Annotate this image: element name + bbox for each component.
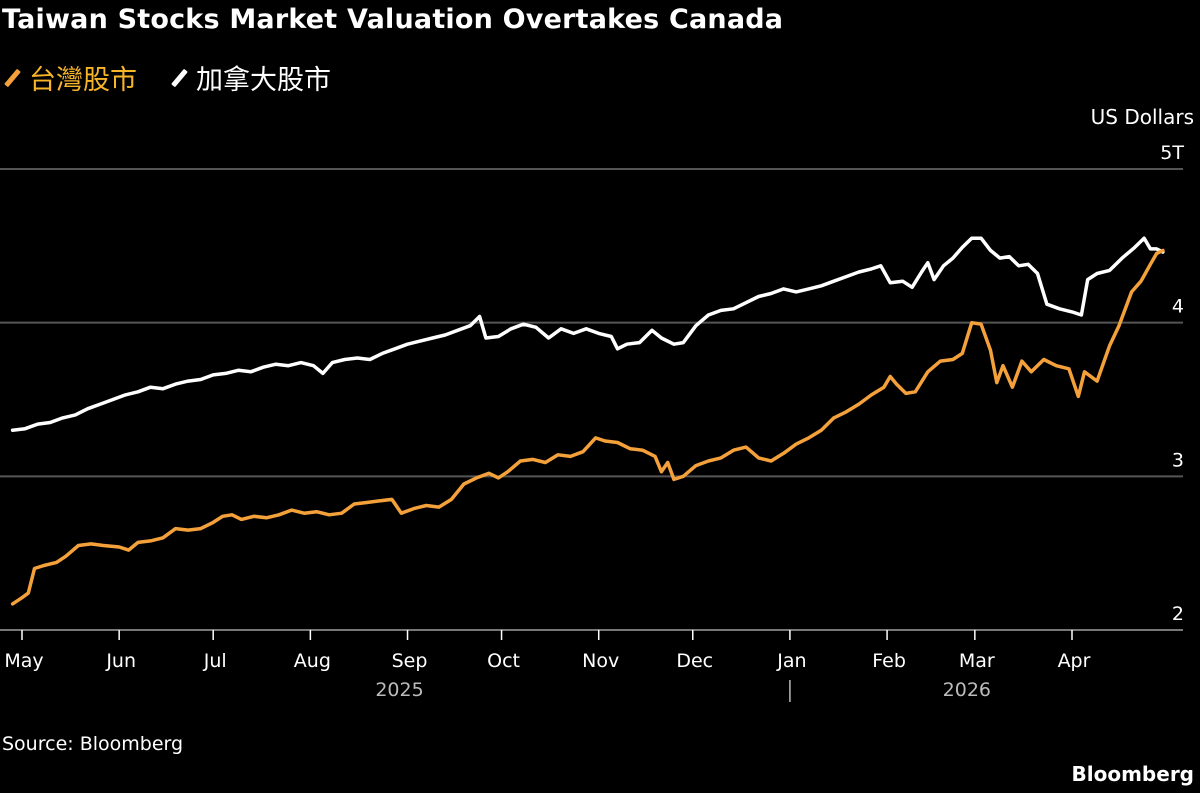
y-axis-title: US Dollars: [1090, 105, 1194, 129]
legend-label-taiwan: 台灣股市: [29, 65, 137, 96]
x-tick-label: Dec: [676, 650, 713, 672]
y-tick-label: 3: [1172, 449, 1184, 471]
y-tick-label: 2: [1172, 603, 1184, 625]
x-tick-label: Feb: [872, 650, 906, 672]
x-tick-label: Jul: [203, 650, 227, 672]
legend: 台灣股市 加拿大股市: [4, 58, 365, 97]
x-tick-label: Nov: [582, 650, 619, 672]
legend-item-taiwan: 台灣股市: [4, 58, 137, 97]
year-label: 2026: [943, 679, 991, 701]
x-tick-label: Oct: [487, 650, 520, 672]
legend-item-canada: 加拿大股市: [171, 58, 331, 97]
series-line-canada: [10, 236, 1165, 432]
x-tick-label: May: [4, 650, 43, 672]
year-label: 2025: [375, 679, 423, 701]
x-tick-label: Jan: [776, 650, 806, 672]
series-line-taiwan: [10, 248, 1165, 606]
chart-title: Taiwan Stocks Market Valuation Overtakes…: [2, 4, 784, 35]
source-note: Source: Bloomberg: [2, 733, 184, 755]
y-tick-label: 5T: [1160, 142, 1184, 164]
x-tick-label: Sep: [392, 650, 428, 672]
legend-label-canada: 加拿大股市: [196, 65, 331, 96]
x-tick-label: Jun: [105, 650, 136, 672]
bloomberg-logo: Bloomberg: [1071, 762, 1194, 786]
y-axis-unit: US Dollars: [1091, 104, 1194, 131]
x-tick-label: Apr: [1058, 650, 1091, 672]
y-tick-label: 4: [1172, 296, 1184, 318]
x-tick-label: Aug: [294, 650, 331, 672]
x-tick-label: Mar: [959, 650, 995, 672]
